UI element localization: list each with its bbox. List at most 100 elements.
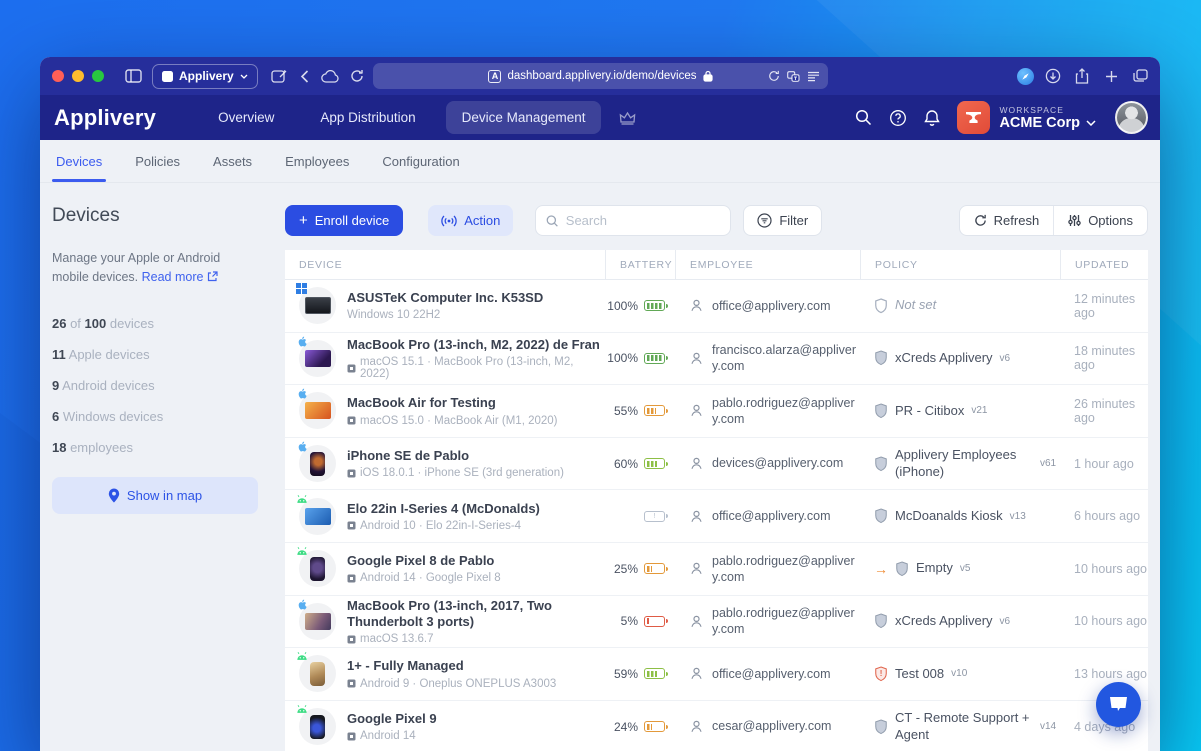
map-pin-icon bbox=[108, 488, 120, 503]
tab-configuration[interactable]: Configuration bbox=[382, 154, 460, 169]
url-bar[interactable]: A dashboard.applivery.io/demo/devices bbox=[373, 63, 828, 89]
applivery-logo[interactable]: Applivery bbox=[54, 104, 157, 130]
new-tab-icon[interactable] bbox=[1101, 64, 1121, 88]
table-row[interactable]: Elo 22in I-Series 4 (McDonalds) Android … bbox=[285, 490, 1148, 543]
compose-icon[interactable] bbox=[266, 64, 292, 88]
policy-name: CT - Remote Support + Agent bbox=[895, 709, 1030, 742]
table-row[interactable]: 1+ - Fully Managed Android 9 · Oneplus O… bbox=[285, 648, 1148, 701]
person-icon bbox=[691, 510, 702, 522]
workspace-label: WORKSPACE bbox=[999, 104, 1064, 115]
policy-version: v6 bbox=[999, 615, 1011, 627]
read-more-link[interactable]: Read more bbox=[141, 270, 204, 285]
table-row[interactable]: ASUSTeK Computer Inc. K53SD Windows 10 2… bbox=[285, 280, 1148, 333]
device-os: Android 9 · Oneplus ONEPLUS A3003 bbox=[360, 677, 557, 690]
policy-name: Not set bbox=[895, 297, 937, 313]
reload-icon[interactable] bbox=[344, 64, 370, 88]
employee-email: office@applivery.com bbox=[712, 509, 831, 524]
tab-assets[interactable]: Assets bbox=[213, 154, 253, 169]
table-row[interactable]: Google Pixel 9 Android 14 24% cesar@appl… bbox=[285, 700, 1148, 751]
tab-devices[interactable]: Devices bbox=[51, 154, 107, 182]
refresh-button[interactable]: Refresh bbox=[960, 206, 1054, 235]
employee-email: pablo.rodriguez@applivery.com bbox=[712, 606, 855, 637]
policy-version: v13 bbox=[1009, 510, 1026, 522]
person-icon bbox=[691, 668, 702, 680]
sidebar-toggle-icon[interactable] bbox=[120, 64, 146, 88]
nav-device-management[interactable]: Device Management bbox=[445, 101, 602, 134]
workspace-icon bbox=[957, 101, 991, 134]
table-row[interactable]: MacBook Pro (13-inch, 2017, Two Thunderb… bbox=[285, 595, 1148, 649]
device-thumbnail bbox=[298, 599, 336, 640]
action-button[interactable]: Action bbox=[428, 205, 514, 236]
url-text: dashboard.applivery.io/demo/devices bbox=[507, 70, 697, 82]
nav-app-distribution[interactable]: App Distribution bbox=[320, 110, 416, 125]
translate-icon[interactable] bbox=[787, 70, 800, 82]
table-row[interactable]: iPhone SE de Pablo iOS 18.0.1 · iPhone S… bbox=[285, 437, 1148, 491]
crown-icon[interactable] bbox=[619, 111, 636, 125]
back-icon[interactable] bbox=[292, 64, 318, 88]
tab-employees[interactable]: Employees bbox=[285, 154, 350, 169]
device-os: Windows 10 22H2 bbox=[347, 309, 441, 322]
col-device[interactable]: DEVICE bbox=[299, 258, 343, 271]
updated-time: 1 hour ago bbox=[1074, 456, 1134, 471]
col-battery[interactable]: BATTERY bbox=[605, 250, 675, 279]
help-icon[interactable] bbox=[889, 109, 907, 127]
battery-percent: 25% bbox=[613, 561, 638, 576]
notifications-bell-icon[interactable] bbox=[924, 109, 941, 127]
col-updated[interactable]: UPDATED bbox=[1060, 250, 1148, 279]
minimize-window-button[interactable] bbox=[72, 70, 84, 82]
device-thumbnail bbox=[297, 705, 336, 746]
stat-apple-devices: 11 Apple devices bbox=[52, 346, 150, 362]
site-icon: A bbox=[488, 69, 502, 83]
page-title: Devices bbox=[52, 205, 120, 226]
search-icon[interactable] bbox=[855, 109, 872, 126]
tab-label: Applivery bbox=[179, 69, 234, 83]
windows-badge-icon bbox=[296, 283, 308, 295]
table-row[interactable]: Google Pixel 8 de Pablo Android 14 · Goo… bbox=[285, 542, 1148, 596]
browser-tab[interactable]: Applivery bbox=[152, 63, 258, 89]
reload-page-icon[interactable] bbox=[768, 70, 780, 82]
share-icon[interactable] bbox=[1072, 64, 1092, 88]
model-icon bbox=[347, 732, 356, 741]
zoom-window-button[interactable] bbox=[92, 70, 104, 82]
apple-badge-icon bbox=[296, 388, 308, 400]
table-row[interactable]: MacBook Air for Testing macOS 15.0 · Mac… bbox=[285, 385, 1148, 438]
device-thumbnail bbox=[297, 547, 336, 588]
app-header: Applivery Overview App Distribution Devi… bbox=[40, 95, 1160, 140]
options-button[interactable]: Options bbox=[1053, 206, 1147, 235]
nav-overview[interactable]: Overview bbox=[218, 110, 275, 125]
devices-table: DEVICE BATTERY EMPLOYEE POLICY UPDATED A… bbox=[285, 250, 1148, 751]
safari-compass-icon[interactable] bbox=[1017, 67, 1034, 85]
shield-icon bbox=[875, 508, 887, 524]
chat-widget-button[interactable] bbox=[1096, 682, 1141, 727]
search-input[interactable] bbox=[565, 213, 721, 228]
person-icon bbox=[691, 615, 702, 627]
device-name: MacBook Air for Testing bbox=[347, 395, 496, 411]
filter-button[interactable]: Filter bbox=[743, 205, 823, 236]
employee-email: cesar@applivery.com bbox=[712, 719, 832, 734]
policy-version: v61 bbox=[1040, 458, 1057, 470]
col-policy[interactable]: POLICY bbox=[860, 250, 1060, 279]
cloud-icon[interactable] bbox=[318, 64, 344, 88]
device-os: Android 14 bbox=[360, 730, 416, 743]
workspace-selector[interactable]: WORKSPACE ACME Corp bbox=[957, 101, 1096, 134]
show-in-map-button[interactable]: Show in map bbox=[52, 476, 258, 514]
shield-icon bbox=[896, 561, 908, 576]
tab-overview-icon[interactable] bbox=[1130, 64, 1150, 88]
shield-icon bbox=[875, 350, 887, 366]
enroll-device-button[interactable]: + Enroll device bbox=[285, 205, 404, 236]
reader-mode-icon[interactable] bbox=[807, 71, 820, 82]
android-badge-icon bbox=[296, 651, 308, 663]
close-window-button[interactable] bbox=[52, 70, 64, 82]
device-thumbnail bbox=[298, 441, 336, 483]
battery-percent: 24% bbox=[613, 719, 638, 734]
tab-policies[interactable]: Policies bbox=[135, 154, 181, 169]
battery-icon bbox=[644, 300, 668, 312]
sliders-icon bbox=[1068, 215, 1081, 226]
col-employee[interactable]: EMPLOYEE bbox=[675, 250, 860, 279]
updated-time: 12 minutes ago bbox=[1074, 291, 1136, 320]
user-avatar[interactable] bbox=[1115, 101, 1148, 134]
downloads-icon[interactable] bbox=[1043, 64, 1063, 88]
employee-email: pablo.rodriguez@applivery.com bbox=[712, 395, 855, 426]
table-row[interactable]: MacBook Pro (13-inch, M2, 2022) de Fran … bbox=[285, 332, 1148, 386]
battery-percent: 55% bbox=[613, 403, 638, 418]
